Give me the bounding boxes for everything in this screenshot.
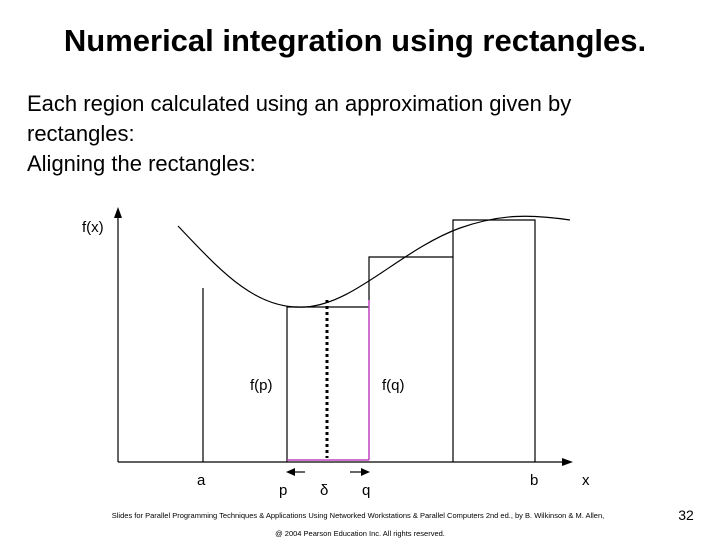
arrow — [562, 458, 573, 466]
curve — [177, 215, 571, 308]
point-label: a — [197, 472, 206, 489]
body-line: rectangles: — [27, 121, 135, 146]
footer-copyright: @ 2004 Pearson Education Inc. All rights… — [275, 529, 445, 538]
arrow — [286, 468, 295, 476]
diagram: f(x) x a b p δ q f(p) f(q) — [82, 207, 590, 499]
body-line: Each region calculated using an approxim… — [27, 91, 571, 116]
point-label: δ — [320, 482, 328, 499]
value-label: f(q) — [382, 377, 405, 394]
slide-title: Numerical integration using rectangles. — [64, 23, 646, 58]
axis-label: f(x) — [82, 219, 104, 236]
page-number: 32 — [678, 507, 694, 523]
point-label: p — [279, 482, 287, 499]
arrow — [114, 207, 122, 218]
rectangle — [368, 256, 454, 462]
axis-label: x — [582, 472, 590, 489]
footer-credit: Slides for Parallel Programming Techniqu… — [112, 511, 604, 520]
rectangle — [452, 219, 536, 462]
point-label: b — [530, 472, 538, 489]
point-label: q — [362, 482, 370, 499]
body-line: Aligning the rectangles: — [27, 151, 256, 176]
rectangle — [286, 306, 369, 462]
value-label: f(p) — [250, 377, 273, 394]
arrow — [361, 468, 370, 476]
